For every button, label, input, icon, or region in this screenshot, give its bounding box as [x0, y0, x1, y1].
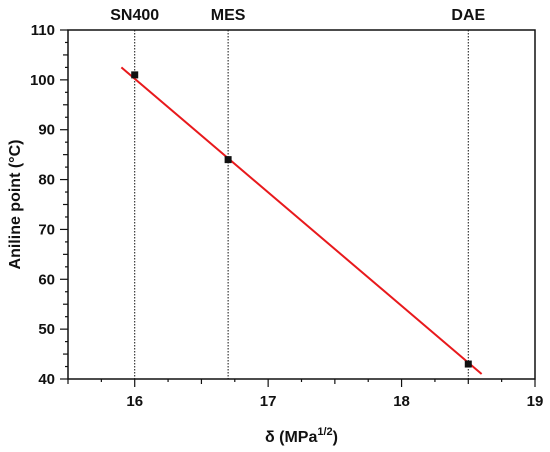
reference-label-sn400: SN400 [110, 7, 159, 24]
fit-line-group [120, 66, 483, 375]
x-axis-title: δ (MPa1/2) [265, 426, 338, 446]
x-axis-title-base: δ (MPa [265, 429, 317, 446]
reference-lines [134, 30, 469, 379]
y-tick-label: 110 [31, 22, 55, 39]
reference-label-dae: DAE [451, 7, 485, 24]
fit-line [120, 66, 483, 375]
y-tick-label: 90 [38, 122, 55, 139]
x-tick-label: 18 [393, 393, 410, 410]
x-tick-label: 19 [527, 393, 544, 410]
reference-label-mes: MES [211, 7, 246, 24]
data-point-3 [464, 360, 472, 368]
data-points [131, 71, 472, 368]
x-axis-title-end: ) [333, 429, 338, 446]
x-axis: 16 17 18 19 [67, 379, 544, 410]
y-axis-title: Aniline point (°C) [7, 140, 24, 270]
x-tick-label: 17 [260, 393, 277, 410]
reference-labels: SN400 MES DAE [110, 7, 485, 24]
y-axis: 40 50 60 70 80 90 100 110 [30, 22, 68, 388]
data-point-1 [131, 71, 139, 79]
data-point-2 [224, 156, 232, 164]
y-tick-label: 70 [38, 221, 55, 238]
x-axis-title-superscript: 1/2 [317, 426, 332, 438]
y-tick-label: 40 [38, 371, 55, 388]
y-tick-label: 100 [30, 72, 55, 89]
y-tick-label: 50 [38, 321, 55, 338]
y-tick-label: 60 [38, 271, 55, 288]
y-tick-label: 80 [38, 172, 55, 189]
x-tick-label: 16 [126, 393, 143, 410]
